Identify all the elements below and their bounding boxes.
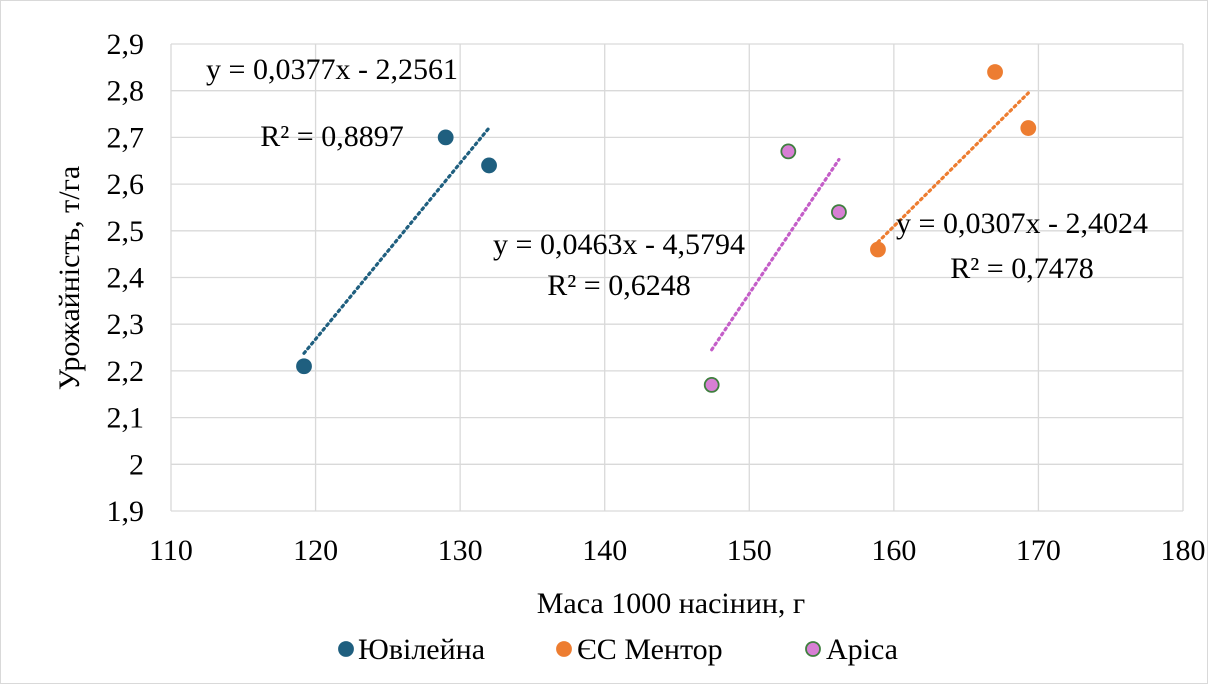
legend-label-es-mentor: ЄС Ментор bbox=[577, 633, 723, 666]
annotations: y = 0,0377x - 2,2561 R² = 0,8897 y = 0,0… bbox=[206, 53, 1148, 302]
x-axis-title: Маса 1000 насінин, г bbox=[537, 587, 805, 620]
data-point-arisa bbox=[780, 143, 797, 160]
data-points bbox=[296, 64, 1037, 393]
data-point-yuvileina bbox=[437, 129, 454, 146]
annotation-equation-yuvileina: y = 0,0377x - 2,2561 bbox=[206, 53, 458, 86]
legend-label-arisa: Аріса bbox=[826, 633, 898, 666]
trendlines bbox=[302, 91, 1030, 355]
trendline-arisa bbox=[710, 157, 841, 352]
data-point-es-mentor bbox=[987, 64, 1003, 80]
trendline-yuvileina bbox=[302, 126, 491, 355]
x-tick-label: 140 bbox=[582, 534, 627, 567]
legend: Ювілейна ЄС Ментор Аріса bbox=[338, 633, 898, 666]
y-tick-label: 2,4 bbox=[107, 262, 145, 295]
y-tick-label: 2 bbox=[129, 448, 144, 481]
x-tick-label: 170 bbox=[1016, 534, 1061, 567]
annotation-r2-arisa: R² = 0,6248 bbox=[547, 269, 690, 302]
legend-label-yuvileina: Ювілейна bbox=[358, 633, 485, 666]
annotation-equation-arisa: y = 0,0463x - 4,5794 bbox=[493, 228, 745, 261]
annotation-r2-yuvileina: R² = 0,8897 bbox=[260, 120, 403, 153]
data-point-yuvileina bbox=[296, 358, 312, 375]
legend-marker-yuvileina bbox=[338, 641, 354, 657]
x-tick-label: 160 bbox=[871, 534, 916, 567]
y-tick-label: 2,3 bbox=[107, 308, 145, 341]
legend-marker-arisa bbox=[805, 641, 821, 657]
y-tick-label: 2,9 bbox=[107, 28, 145, 61]
x-axis-ticks: 110 120 130 140 150 160 170 180 bbox=[149, 534, 1205, 567]
y-tick-label: 2,1 bbox=[107, 402, 145, 435]
data-point-arisa bbox=[703, 377, 720, 393]
x-tick-label: 150 bbox=[727, 534, 772, 567]
legend-item-arisa: Аріса bbox=[805, 633, 898, 666]
y-tick-label: 2,7 bbox=[107, 121, 145, 154]
y-tick-label: 2,8 bbox=[107, 75, 145, 108]
data-point-arisa bbox=[831, 204, 847, 221]
y-axis-ticks: 1,9 2 2,1 2,2 2,3 2,4 2,5 2,6 2,7 2,8 2,9 bbox=[107, 28, 145, 528]
annotation-equation-es-mentor: y = 0,0307x - 2,4024 bbox=[896, 207, 1148, 240]
y-tick-label: 2,2 bbox=[107, 355, 145, 388]
x-tick-label: 180 bbox=[1161, 534, 1206, 567]
legend-item-es-mentor: ЄС Ментор bbox=[556, 633, 723, 666]
data-point-es-mentor bbox=[1020, 120, 1037, 136]
x-tick-label: 110 bbox=[149, 534, 193, 567]
y-tick-label: 1,9 bbox=[107, 495, 145, 528]
data-point-yuvileina bbox=[481, 157, 497, 174]
legend-marker-es-mentor bbox=[556, 641, 572, 657]
y-tick-label: 2,5 bbox=[107, 215, 145, 248]
grid bbox=[170, 43, 1184, 512]
x-tick-label: 120 bbox=[293, 534, 338, 567]
legend-item-yuvileina: Ювілейна bbox=[338, 633, 485, 666]
x-tick-label: 130 bbox=[438, 534, 483, 567]
data-point-es-mentor bbox=[870, 241, 886, 258]
y-tick-label: 2,6 bbox=[107, 168, 145, 201]
y-axis-title: Урожайність, т/га bbox=[53, 166, 86, 391]
annotation-r2-es-mentor: R² = 0,7478 bbox=[950, 252, 1093, 285]
trendline-es-mentor bbox=[876, 91, 1030, 244]
